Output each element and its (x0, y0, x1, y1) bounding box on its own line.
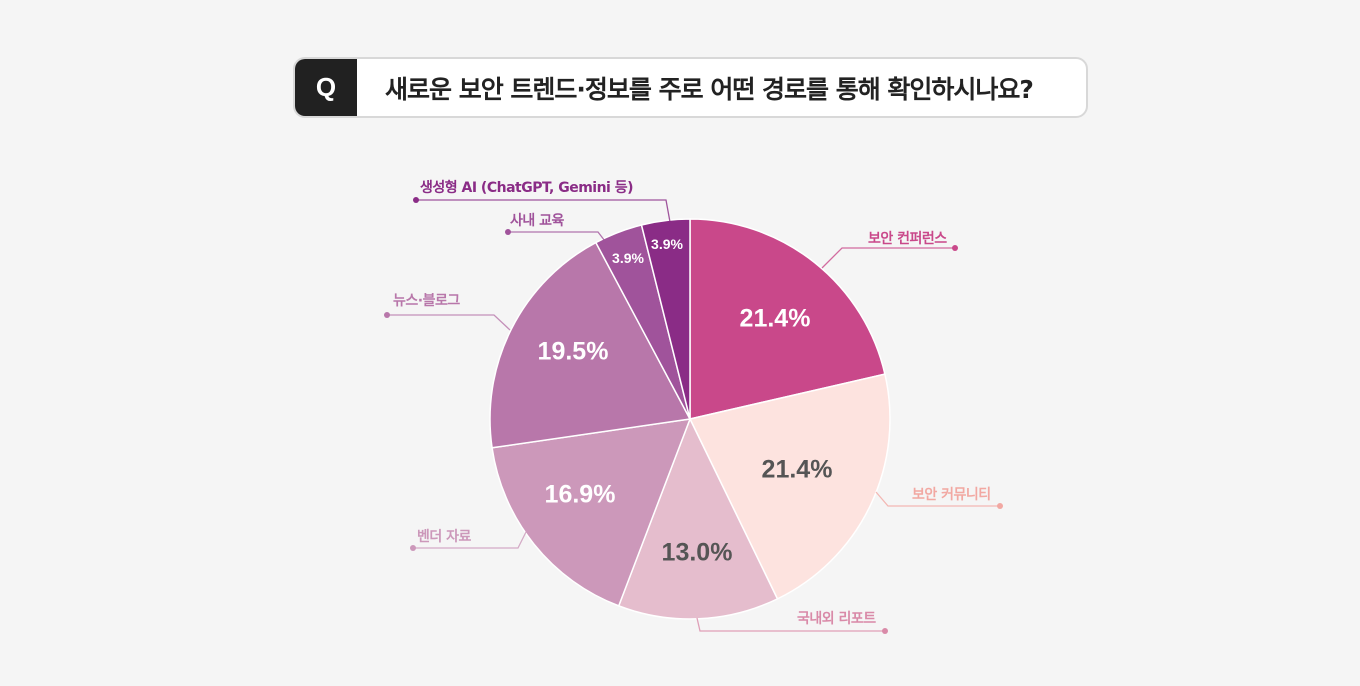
percent-label: 16.9% (544, 480, 616, 509)
pie-slice (689, 218, 886, 420)
question-badge: Q (295, 59, 357, 116)
category-label: 뉴스·블로그 (393, 293, 460, 309)
leader-dot (997, 503, 1003, 509)
category-label: 벤더 자료 (417, 529, 471, 545)
pie-slice (617, 417, 779, 620)
percent-label: 21.4% (761, 455, 833, 484)
percent-label: 21.4% (739, 304, 811, 333)
leader-dot (410, 545, 416, 551)
leader-line (875, 491, 1000, 507)
leader-line (821, 247, 955, 269)
pie-slice (640, 218, 691, 420)
percent-label: 19.5% (537, 337, 609, 366)
leader-dot (384, 312, 390, 318)
leader-line (413, 527, 529, 549)
leader-line (416, 199, 671, 223)
category-label: 생성형 AI (ChatGPT, Gemini 등) (420, 180, 634, 196)
pie-slice (688, 373, 891, 600)
pie-slices (489, 218, 891, 620)
percent-label: 3.9% (651, 236, 683, 252)
leader-lines (384, 197, 1003, 634)
category-label: 보안 컨퍼런스 (868, 231, 947, 247)
percent-label: 3.9% (612, 250, 644, 266)
leader-line (387, 314, 511, 331)
leader-line (508, 231, 609, 246)
pie-slice (491, 418, 692, 607)
category-label: 보안 커뮤니티 (912, 487, 991, 503)
leader-dot (505, 229, 511, 235)
leader-dot (952, 245, 958, 251)
leader-dot (882, 628, 888, 634)
leader-dot (413, 197, 419, 203)
pie-slice (489, 241, 692, 449)
category-label: 사내 교육 (510, 213, 564, 229)
question-box: Q 새로운 보안 트렌드·정보를 주로 어떤 경로를 통해 확인하시나요? (293, 57, 1088, 118)
leader-line (696, 617, 885, 632)
question-text: 새로운 보안 트렌드·정보를 주로 어떤 경로를 통해 확인하시나요? (385, 74, 1034, 104)
percent-label: 13.0% (661, 538, 733, 567)
category-label: 국내외 리포트 (797, 611, 876, 627)
